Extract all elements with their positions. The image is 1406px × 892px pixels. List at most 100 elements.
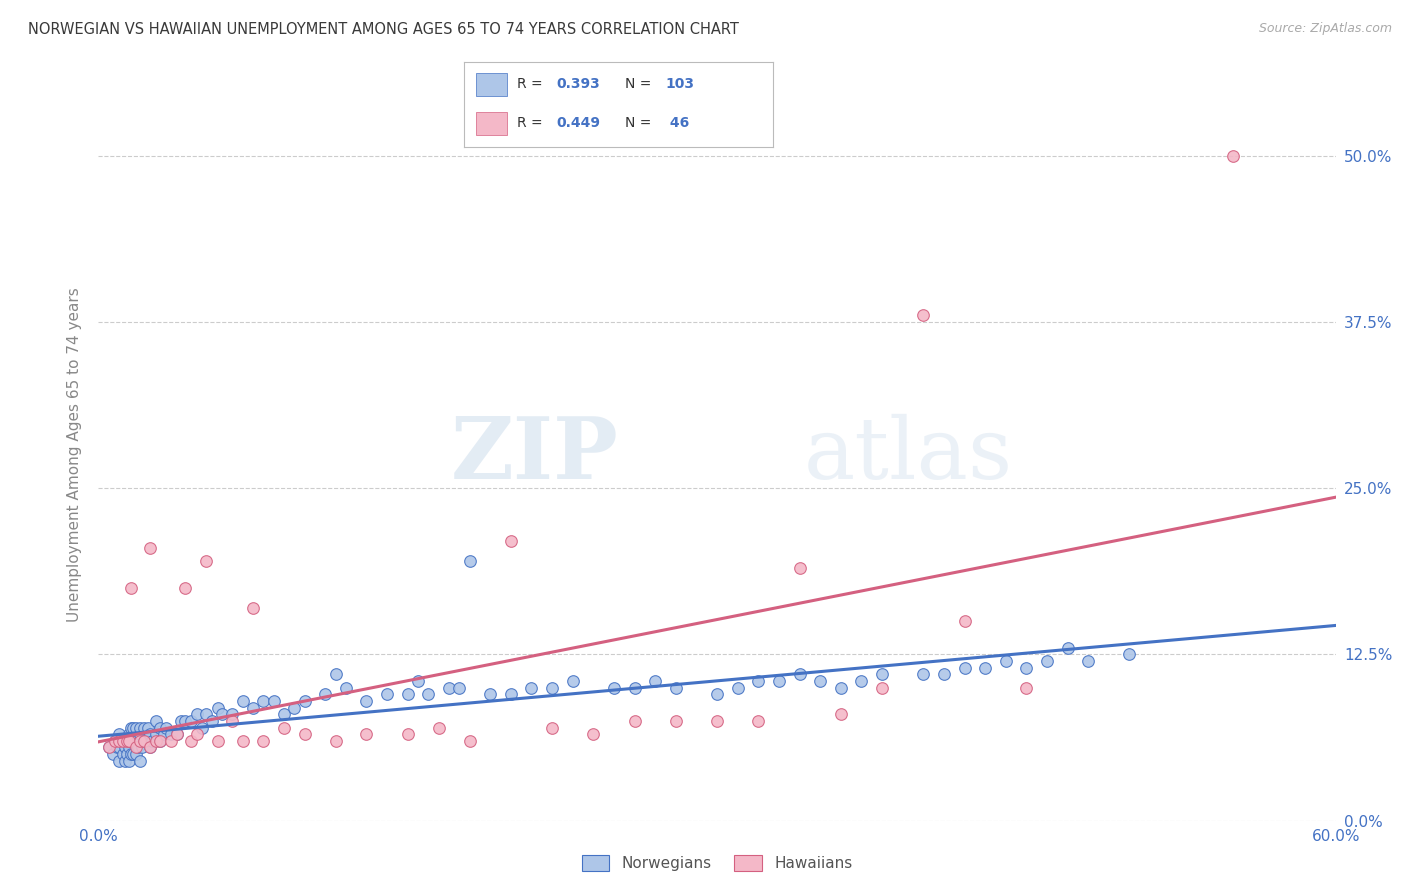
- Point: [117, 747, 139, 761]
- Point: [207, 700, 229, 714]
- Point: [112, 747, 135, 761]
- Point: [1222, 149, 1244, 163]
- Point: [118, 734, 141, 748]
- Point: [186, 707, 208, 722]
- Legend: Norwegians, Hawaiians: Norwegians, Hawaiians: [574, 847, 860, 879]
- Point: [139, 740, 162, 755]
- Text: 103: 103: [665, 77, 695, 91]
- Point: [108, 740, 131, 755]
- Text: 0.393: 0.393: [557, 77, 600, 91]
- Text: N =: N =: [624, 116, 655, 130]
- Text: R =: R =: [516, 77, 547, 91]
- Point: [325, 734, 347, 748]
- Point: [108, 754, 131, 768]
- Point: [294, 694, 316, 708]
- Point: [789, 561, 811, 575]
- Point: [1077, 654, 1099, 668]
- Point: [242, 700, 264, 714]
- Point: [932, 667, 955, 681]
- Point: [273, 721, 295, 735]
- Point: [283, 700, 305, 714]
- Point: [120, 747, 142, 761]
- Point: [994, 654, 1017, 668]
- Point: [263, 694, 285, 708]
- Text: Source: ZipAtlas.com: Source: ZipAtlas.com: [1258, 22, 1392, 36]
- Point: [406, 673, 429, 688]
- Point: [1118, 648, 1140, 662]
- Point: [1015, 661, 1038, 675]
- Point: [141, 734, 163, 748]
- Point: [136, 721, 159, 735]
- Text: atlas: atlas: [804, 413, 1012, 497]
- Point: [221, 714, 243, 728]
- Point: [458, 734, 481, 748]
- Point: [186, 727, 208, 741]
- Point: [104, 734, 127, 748]
- Y-axis label: Unemployment Among Ages 65 to 74 years: Unemployment Among Ages 65 to 74 years: [67, 287, 83, 623]
- Point: [870, 667, 893, 681]
- Point: [396, 727, 419, 741]
- Point: [132, 734, 155, 748]
- Text: 0.449: 0.449: [557, 116, 600, 130]
- Point: [603, 681, 626, 695]
- Point: [166, 727, 188, 741]
- Point: [479, 687, 502, 701]
- Point: [145, 727, 167, 741]
- Point: [541, 721, 564, 735]
- Point: [122, 721, 145, 735]
- Point: [131, 740, 153, 755]
- Point: [118, 734, 141, 748]
- Point: [953, 661, 976, 675]
- Point: [808, 673, 831, 688]
- Point: [375, 687, 398, 701]
- Point: [314, 687, 336, 701]
- Point: [127, 740, 149, 755]
- Point: [1036, 654, 1059, 668]
- Point: [211, 707, 233, 722]
- Point: [830, 707, 852, 722]
- Point: [128, 721, 150, 735]
- Point: [112, 734, 135, 748]
- Point: [232, 734, 254, 748]
- Point: [396, 687, 419, 701]
- Point: [912, 667, 935, 681]
- Point: [1015, 681, 1038, 695]
- Point: [128, 734, 150, 748]
- Point: [747, 673, 769, 688]
- Point: [97, 740, 120, 755]
- Point: [145, 714, 167, 728]
- Point: [122, 734, 145, 748]
- Point: [117, 734, 139, 748]
- Point: [437, 681, 460, 695]
- Point: [124, 734, 146, 748]
- Point: [174, 714, 197, 728]
- Point: [851, 673, 873, 688]
- Point: [124, 747, 146, 761]
- Point: [120, 734, 142, 748]
- Point: [541, 681, 564, 695]
- Point: [180, 714, 202, 728]
- Point: [830, 681, 852, 695]
- Point: [128, 754, 150, 768]
- Point: [665, 714, 688, 728]
- Point: [335, 681, 357, 695]
- Point: [207, 734, 229, 748]
- Point: [97, 740, 120, 755]
- Point: [623, 681, 645, 695]
- Point: [912, 308, 935, 322]
- Point: [449, 681, 471, 695]
- Point: [194, 707, 217, 722]
- Point: [242, 600, 264, 615]
- Point: [325, 667, 347, 681]
- Point: [418, 687, 440, 701]
- Point: [458, 554, 481, 568]
- Point: [789, 667, 811, 681]
- Point: [706, 714, 728, 728]
- Point: [155, 721, 177, 735]
- Point: [974, 661, 997, 675]
- Point: [273, 707, 295, 722]
- Point: [194, 554, 217, 568]
- Point: [149, 734, 172, 748]
- Point: [139, 727, 162, 741]
- Point: [124, 740, 146, 755]
